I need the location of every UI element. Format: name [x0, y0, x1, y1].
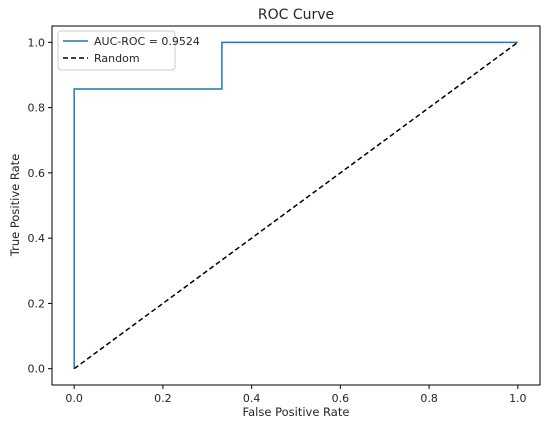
- y-axis-ticks: 0.0 0.2 0.4 0.6 0.8 1.0: [28, 36, 52, 376]
- y-axis-label: True Positive Rate: [8, 154, 22, 257]
- x-tick-label: 0.4: [243, 392, 261, 405]
- x-tick-label: 0.0: [65, 392, 83, 405]
- roc-curve-line: [73, 41, 518, 369]
- y-tick-label: 0.2: [28, 297, 46, 310]
- chart-title: ROC Curve: [258, 7, 334, 23]
- y-tick-label: 0.6: [28, 167, 46, 180]
- y-tick-label: 1.0: [28, 36, 46, 49]
- random-baseline-line: [73, 41, 519, 370]
- x-axis-label: False Positive Rate: [243, 405, 350, 419]
- x-tick-label: 0.8: [420, 392, 438, 405]
- y-tick-label: 0.8: [28, 102, 46, 115]
- y-tick-label: 0.4: [28, 232, 46, 245]
- y-tick-label: 0.0: [28, 363, 46, 376]
- x-tick-label: 1.0: [509, 392, 527, 405]
- x-tick-label: 0.2: [154, 392, 172, 405]
- x-tick-label: 0.6: [332, 392, 350, 405]
- x-axis-ticks: 0.0 0.2 0.4 0.6 0.8 1.0: [65, 385, 527, 405]
- legend: AUC-ROC = 0.9524 Random: [57, 30, 200, 71]
- series-layer: [73, 41, 519, 370]
- legend-label-random: Random: [94, 52, 140, 65]
- legend-label-roc: AUC-ROC = 0.9524: [94, 35, 200, 48]
